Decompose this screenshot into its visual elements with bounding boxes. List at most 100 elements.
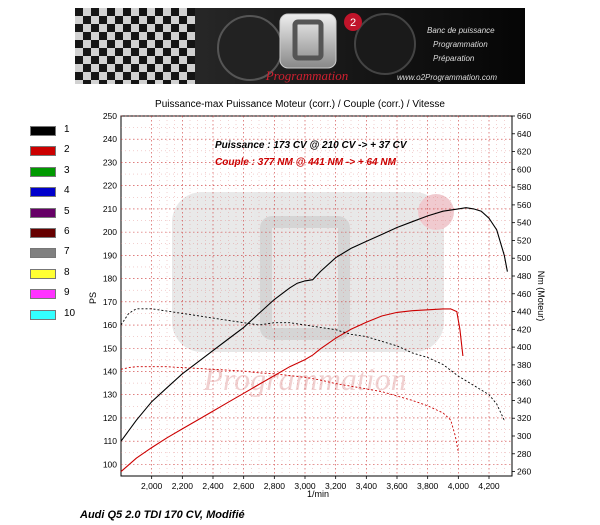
legend-swatch bbox=[30, 228, 56, 238]
x-tick-label: 3,200 bbox=[325, 481, 347, 491]
y-right-tick-label: 440 bbox=[517, 307, 531, 317]
legend-item: 7 bbox=[30, 246, 90, 260]
banner-menu-item: Programmation bbox=[433, 40, 488, 49]
legend-label: 9 bbox=[64, 287, 70, 299]
chart-title: Puissance-max Puissance Moteur (corr.) /… bbox=[155, 99, 445, 110]
legend-label: 6 bbox=[64, 226, 70, 237]
series-line-modified-right bbox=[120, 308, 464, 473]
y-left-axis-label: PS bbox=[88, 292, 98, 304]
watermark-badge-icon bbox=[418, 194, 454, 230]
x-tick-label: 3,800 bbox=[417, 481, 439, 491]
x-tick-label: 2,600 bbox=[233, 481, 255, 491]
y-left-tick-label: 220 bbox=[103, 181, 117, 191]
watermark: Programmation bbox=[172, 192, 454, 397]
legend-item: 10 bbox=[30, 308, 90, 322]
y-right-tick-label: 420 bbox=[517, 324, 531, 334]
legend-swatch bbox=[30, 268, 56, 279]
y-right-tick-label: 540 bbox=[517, 218, 531, 228]
legend-item: 8 bbox=[30, 267, 90, 281]
y-left-tick-label: 240 bbox=[103, 134, 117, 144]
y-left-tick-label: 200 bbox=[103, 227, 117, 237]
watermark-text: Programmation bbox=[202, 361, 406, 397]
legend-label: 3 bbox=[64, 164, 70, 176]
x-tick-label: 2,200 bbox=[172, 481, 194, 491]
x-tick-label: 2,400 bbox=[202, 481, 224, 491]
banner-graphic: 2 Programmation Banc de puissance Progra… bbox=[75, 8, 525, 84]
legend-swatch bbox=[30, 289, 56, 300]
legend-swatch bbox=[30, 166, 56, 177]
y-left-tick-label: 140 bbox=[103, 366, 117, 376]
watermark-logo-frame bbox=[260, 216, 350, 340]
y-right-tick-label: 340 bbox=[517, 395, 531, 405]
logo-badge-icon bbox=[344, 13, 362, 31]
y-right-tick-label: 260 bbox=[517, 467, 531, 477]
y-right-tick-label: 620 bbox=[517, 147, 531, 157]
logo-badge: 2 bbox=[350, 17, 356, 29]
y-right-tick-label: 280 bbox=[517, 449, 531, 459]
y-left-tick-label: 110 bbox=[103, 436, 117, 446]
legend-label: 1 bbox=[64, 124, 70, 135]
legend-swatch bbox=[30, 309, 56, 320]
legend-label: 2 bbox=[64, 144, 70, 156]
series-line-original-right bbox=[120, 366, 459, 453]
series-line-original-left bbox=[120, 308, 505, 421]
o2-programmation-banner: 2 Programmation Banc de puissance Progra… bbox=[75, 8, 525, 84]
x-tick-label: 3,600 bbox=[386, 481, 408, 491]
y-left-tick-label: 170 bbox=[103, 297, 117, 307]
x-tick-label: 4,000 bbox=[448, 481, 470, 491]
legend-item: 6 bbox=[30, 226, 90, 240]
legend-item: 2 bbox=[30, 144, 90, 158]
x-tick-label: 2,000 bbox=[141, 481, 163, 491]
y-left-tick-label: 160 bbox=[103, 320, 117, 330]
legend-item: 3 bbox=[30, 165, 90, 179]
annotation-power: Puissance : 173 CV @ 210 CV -> + 37 CV bbox=[215, 140, 408, 151]
y-right-tick-label: 600 bbox=[517, 164, 531, 174]
y-right-tick-label: 460 bbox=[517, 289, 531, 299]
legend-item: 9 bbox=[30, 287, 90, 301]
legend-swatch bbox=[30, 126, 56, 136]
y-left-tick-label: 150 bbox=[103, 343, 117, 353]
legend-label: 5 bbox=[64, 205, 70, 217]
y-right-tick-label: 300 bbox=[517, 431, 531, 441]
y-right-tick-label: 380 bbox=[517, 360, 531, 370]
y-right-tick-label: 560 bbox=[517, 200, 531, 210]
x-axis-label: 1/min bbox=[307, 489, 329, 499]
y-left-tick-label: 230 bbox=[103, 157, 117, 167]
y-right-tick-label: 360 bbox=[517, 378, 531, 388]
checkered-flag-icon bbox=[75, 8, 195, 84]
watermark-logo bbox=[172, 192, 444, 352]
y-left-tick-label: 250 bbox=[103, 111, 117, 121]
vehicle-caption: Audi Q5 2.0 TDI 170 CV, Modifié bbox=[80, 509, 245, 521]
legend-label: 4 bbox=[64, 185, 70, 197]
x-tick-label: 3,400 bbox=[356, 481, 378, 491]
y-right-tick-label: 320 bbox=[517, 413, 531, 423]
legend-swatch bbox=[30, 207, 56, 218]
y-left-tick-label: 180 bbox=[103, 274, 117, 284]
annotation-torque: Couple : 377 NM @ 441 NM -> + 64 NM bbox=[215, 157, 397, 168]
y-right-tick-label: 480 bbox=[517, 271, 531, 281]
legend-swatch bbox=[30, 187, 56, 198]
y-right-tick-label: 580 bbox=[517, 182, 531, 192]
y-left-tick-label: 210 bbox=[103, 204, 117, 214]
banner-menu-item: Banc de puissance bbox=[427, 26, 495, 35]
y-right-tick-label: 660 bbox=[517, 111, 531, 121]
legend-item: 1 bbox=[30, 124, 90, 138]
y-right-axis-label: Nm (Moteur) bbox=[536, 271, 546, 322]
y-left-tick-label: 100 bbox=[103, 459, 117, 469]
banner-url: www.o2Programmation.com bbox=[397, 73, 497, 82]
x-tick-label: 4,200 bbox=[478, 481, 500, 491]
y-right-tick-label: 640 bbox=[517, 129, 531, 139]
legend-label: 10 bbox=[64, 307, 76, 319]
legend-label: 8 bbox=[64, 266, 70, 278]
legend-swatch bbox=[30, 248, 56, 259]
y-left-tick-label: 190 bbox=[103, 250, 117, 260]
legend-label: 7 bbox=[64, 246, 70, 258]
x-tick-label: 3,000 bbox=[294, 481, 316, 491]
y-right-tick-label: 520 bbox=[517, 235, 531, 245]
legend-swatch bbox=[30, 146, 56, 157]
y-left-tick-label: 120 bbox=[103, 413, 117, 423]
y-left-tick-label: 130 bbox=[103, 390, 117, 400]
dyno-chart: Programmation Puissance-max Puissance Mot… bbox=[88, 99, 546, 499]
series-line-modified-left bbox=[120, 207, 508, 442]
legend-item: 5 bbox=[30, 206, 90, 220]
